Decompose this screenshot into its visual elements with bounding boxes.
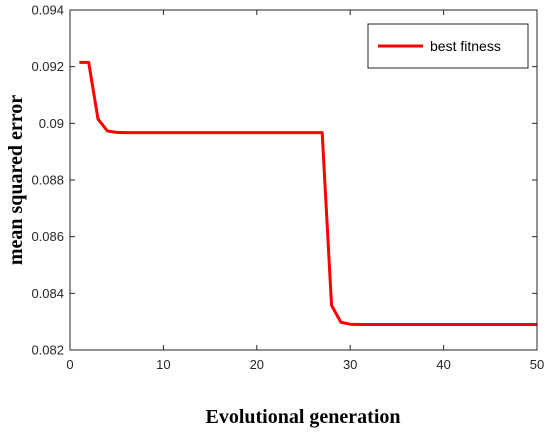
series-line-best-fitness bbox=[79, 60, 537, 326]
legend: best fitness bbox=[367, 23, 529, 69]
y-tick-label: 0.084 bbox=[31, 286, 64, 301]
y-tick-label: 0.092 bbox=[31, 59, 64, 74]
x-tick-label: 30 bbox=[343, 357, 357, 372]
y-tick-label: 0.094 bbox=[31, 3, 64, 18]
legend-label-best-fitness: best fitness bbox=[430, 38, 501, 54]
series-layer bbox=[79, 60, 537, 326]
y-tick-label: 0.09 bbox=[39, 116, 64, 131]
y-axis-title: mean squared error bbox=[5, 95, 27, 265]
x-tick-label: 0 bbox=[66, 357, 73, 372]
x-tick-label: 40 bbox=[436, 357, 450, 372]
y-tick-label: 0.082 bbox=[31, 343, 64, 358]
y-axis-ticks: 0.082 0.084 0.086 0.088 0.09 0.092 0.094 bbox=[31, 3, 537, 358]
x-tick-label: 10 bbox=[156, 357, 170, 372]
x-axis-title: Evolutional generation bbox=[205, 406, 400, 428]
x-tick-label: 20 bbox=[250, 357, 264, 372]
x-tick-label: 50 bbox=[530, 357, 544, 372]
x-axis-ticks: 0 10 20 30 40 50 bbox=[66, 10, 544, 372]
y-tick-label: 0.088 bbox=[31, 173, 64, 188]
y-tick-label: 0.086 bbox=[31, 229, 64, 244]
plot-frame bbox=[69, 9, 538, 351]
